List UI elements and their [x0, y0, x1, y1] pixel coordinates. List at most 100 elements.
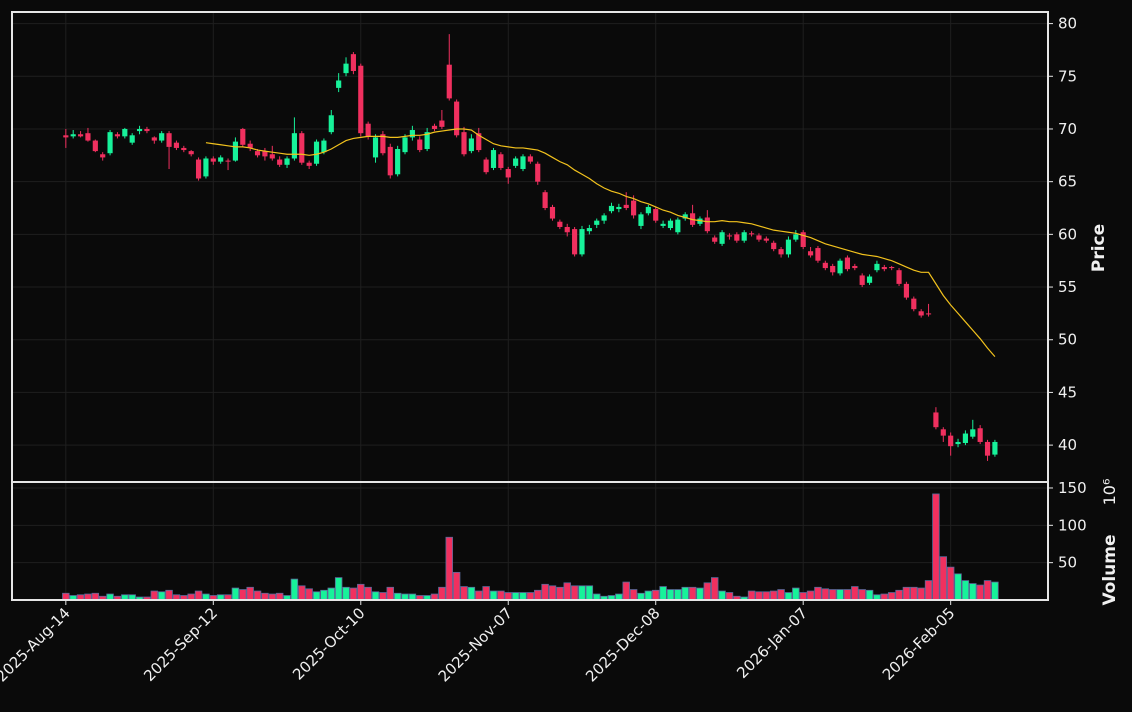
volume-bar [438, 586, 446, 601]
candle-body [122, 128, 128, 137]
volume-bar [327, 587, 335, 601]
candle-body [579, 229, 585, 255]
candle-body [948, 435, 954, 447]
candle-body [638, 214, 644, 226]
candle-body [962, 433, 968, 444]
candle-body [372, 137, 379, 158]
candle-body [800, 232, 806, 247]
volume-bar [541, 583, 549, 601]
candle-body [513, 158, 519, 166]
candle-body [431, 125, 438, 129]
candle-body [70, 134, 76, 137]
candle-body [977, 428, 983, 442]
volume-bar [961, 580, 970, 601]
volume-bar [644, 590, 653, 601]
volume-bar [246, 586, 254, 601]
candle-body [984, 441, 991, 456]
volume-bar [452, 571, 461, 601]
volume-bar [799, 592, 807, 601]
candle-body [446, 64, 452, 99]
candle-body [520, 156, 526, 170]
volume-bar [718, 590, 726, 601]
volume-bar [157, 591, 166, 601]
candle-body [232, 141, 239, 161]
volume-bar [371, 591, 380, 601]
candle-body [682, 214, 688, 219]
candle-body [704, 217, 710, 232]
y-tick-label: 100 [1058, 516, 1087, 534]
volume-bar [253, 590, 262, 601]
volume-bar [858, 589, 866, 601]
candle-body [490, 150, 497, 168]
volume-bar [932, 493, 940, 601]
volume-bar [460, 586, 468, 601]
candle-body [844, 257, 851, 270]
volume-bar [298, 585, 306, 601]
marks [62, 34, 999, 601]
volume-bar [696, 587, 704, 601]
candle-body [166, 133, 172, 147]
candle-body [815, 248, 821, 261]
volume-bar [342, 586, 350, 601]
candle-body [461, 132, 467, 155]
volume-bar [747, 590, 756, 601]
volume-bar [511, 592, 520, 601]
y-tick-label: 55 [1058, 278, 1077, 296]
volume-bar [320, 589, 328, 601]
candle-body [350, 54, 356, 72]
candle-body [726, 235, 733, 237]
y-tick-label: 150 [1058, 479, 1087, 497]
candle-body [343, 63, 349, 74]
candle-body [313, 141, 320, 164]
candle-body [911, 298, 917, 310]
candle-body [653, 209, 659, 221]
volume-bar [895, 589, 903, 601]
candle-body [277, 159, 283, 165]
volume-bar [504, 592, 512, 601]
candle-body [291, 133, 297, 159]
candle-body [918, 311, 924, 316]
candle-body [557, 221, 563, 227]
volume-bar [482, 586, 490, 601]
candle-body [505, 169, 511, 178]
y-tick-label: 40 [1058, 436, 1077, 454]
candle-body [129, 135, 135, 143]
volume-bar [865, 589, 874, 601]
volume-offset: 10⁶ [1100, 479, 1119, 506]
volume-bar [784, 592, 793, 601]
volume-bar [792, 587, 800, 601]
candle-body [874, 263, 880, 271]
candle-body [807, 251, 814, 256]
candle-body [136, 128, 143, 132]
volume-bar [231, 587, 240, 601]
candle-body [623, 204, 629, 209]
moving-average [205, 128, 996, 357]
candle-body [188, 151, 194, 155]
volume-bar [570, 585, 579, 601]
y-tick-label: 70 [1058, 120, 1077, 138]
volume-bar [364, 586, 372, 601]
volume-bar [910, 586, 918, 601]
volume-axis-label: Volume [1100, 534, 1120, 605]
volume-bar [475, 590, 483, 601]
volume-bar [548, 585, 557, 601]
volume-bar [688, 586, 697, 601]
candle-body [719, 232, 725, 244]
price-axis-label: Price [1089, 224, 1109, 272]
volume-bar [622, 581, 630, 601]
volume-bar [534, 589, 542, 601]
volume-bar [954, 573, 962, 601]
candle-body [586, 228, 592, 232]
candle-body [476, 133, 482, 151]
candle-body [284, 158, 290, 165]
candle-body [741, 232, 747, 241]
candle-body [269, 154, 275, 159]
candle-body [218, 157, 224, 162]
volume-bar [556, 586, 564, 601]
candle-body [852, 265, 858, 269]
volume-bar [924, 580, 933, 601]
candle-body [608, 205, 615, 212]
candle-body [380, 134, 386, 154]
